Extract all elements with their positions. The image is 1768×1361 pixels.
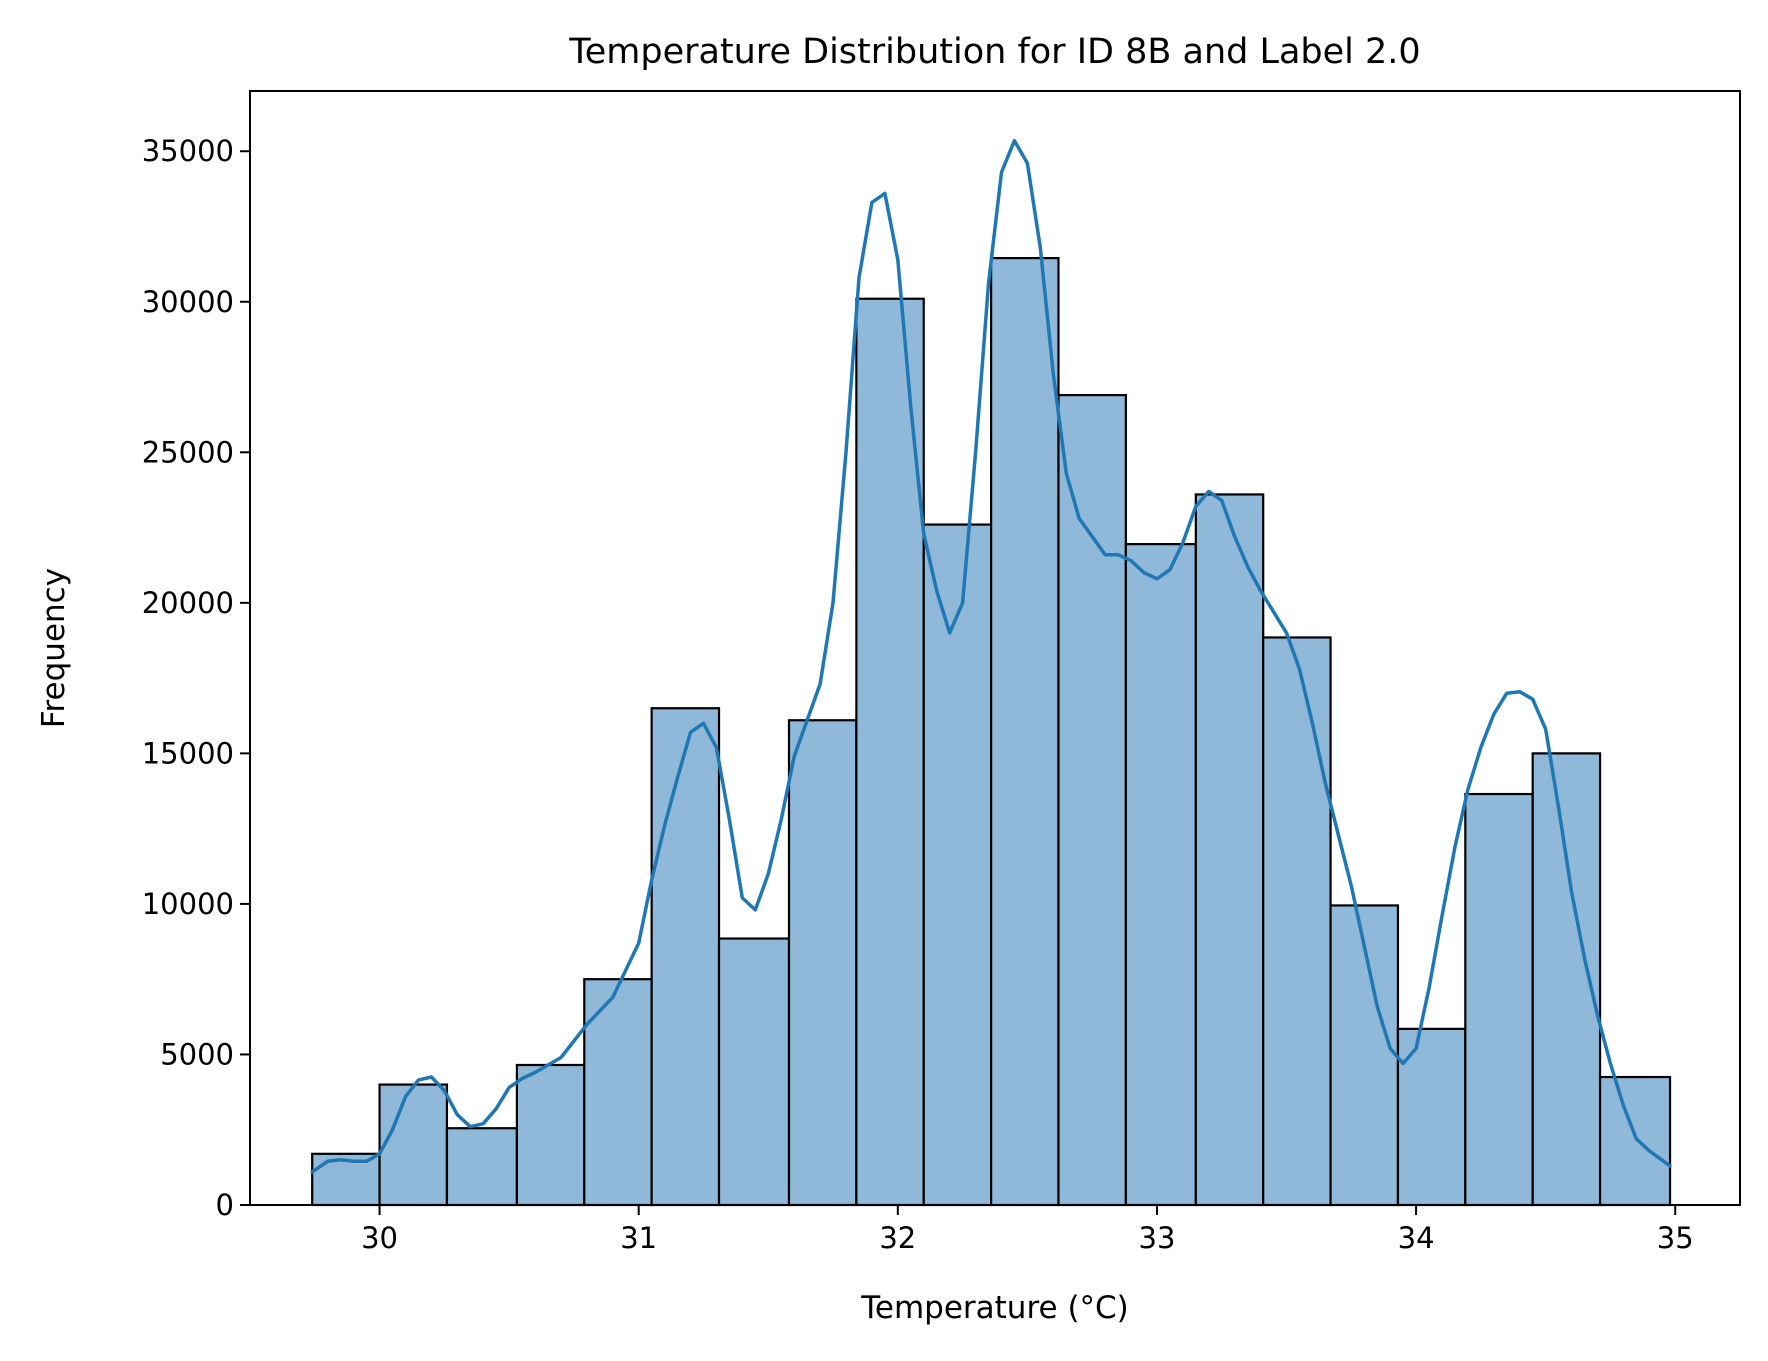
y-tick-label: 30000 xyxy=(142,285,234,319)
plot-frame xyxy=(249,90,1741,1206)
histogram-bar-2 xyxy=(378,1083,449,1207)
y-tick-label: 25000 xyxy=(142,435,234,469)
histogram-bar-18 xyxy=(1464,792,1534,1207)
x-tick-label: 33 xyxy=(1139,1221,1176,1255)
y-tick-label: 0 xyxy=(216,1188,234,1222)
histogram-bar-7 xyxy=(717,937,791,1207)
y-axis-ticks: 0 5000 10000 15000 20000 25000 30000 35000 xyxy=(142,134,250,1222)
histogram-bar-9 xyxy=(855,297,925,1207)
y-tick-label: 20000 xyxy=(142,586,234,620)
histogram-bar-4 xyxy=(515,1063,586,1207)
x-tick-label: 35 xyxy=(1657,1221,1694,1255)
kde-curve-line xyxy=(310,138,1672,1174)
x-tick-label: 30 xyxy=(361,1221,398,1255)
y-tick-label: 35000 xyxy=(142,134,234,168)
histogram-bar-20 xyxy=(1598,1075,1672,1207)
histogram-bar-10 xyxy=(922,523,993,1207)
x-axis-label: Temperature (°C) xyxy=(860,1290,1129,1326)
chart-title: Temperature Distribution for ID 8B and L… xyxy=(568,32,1420,72)
histogram-bar-11 xyxy=(990,257,1060,1207)
histogram-bar-15 xyxy=(1262,636,1332,1207)
y-tick-label: 10000 xyxy=(142,887,234,921)
x-tick-label: 31 xyxy=(620,1221,657,1255)
histogram-bar-6 xyxy=(650,707,721,1207)
y-tick-label: 5000 xyxy=(160,1037,234,1071)
y-axis-label: Frequency xyxy=(36,568,72,728)
x-tick-label: 32 xyxy=(879,1221,916,1255)
x-tick-label: 34 xyxy=(1398,1221,1435,1255)
x-axis-ticks: 30 31 32 33 34 35 xyxy=(361,1205,1694,1255)
histogram-bar-13 xyxy=(1124,543,1197,1207)
histogram-bar-12 xyxy=(1057,393,1127,1207)
histogram-bar-5 xyxy=(583,978,653,1207)
y-tick-label: 15000 xyxy=(142,736,234,770)
histogram-bar-14 xyxy=(1194,493,1265,1207)
histogram-bar-3 xyxy=(445,1127,519,1207)
histogram-bar-16 xyxy=(1329,904,1400,1207)
histogram-bar-8 xyxy=(787,719,858,1207)
